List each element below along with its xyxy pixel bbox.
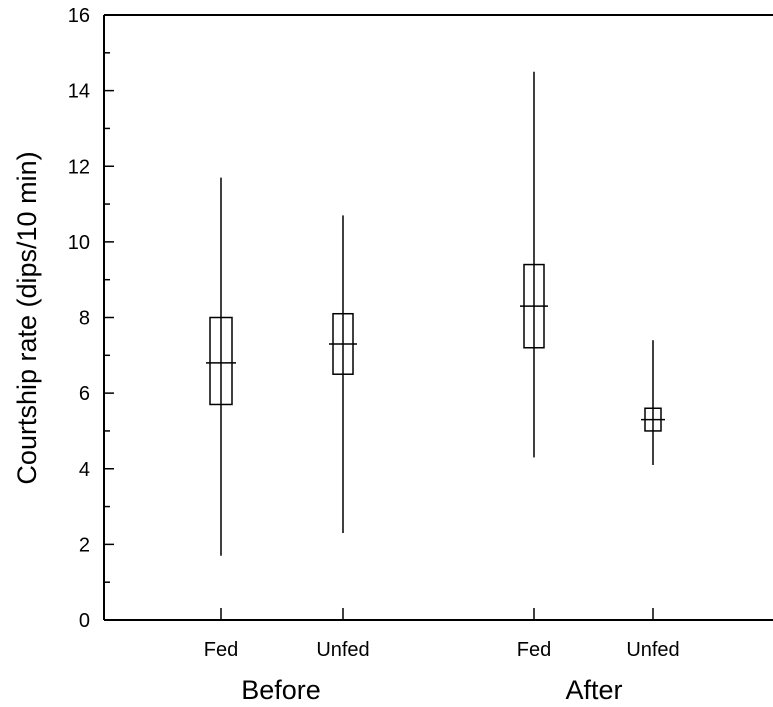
y-tick-label: 0 [79,610,90,632]
axes [103,14,773,621]
y-tick-label: 16 [68,5,90,27]
y-tick-label: 10 [68,232,90,254]
box-after-fed [520,71,548,458]
box-before-fed [206,177,236,556]
y-axis-ticks: 0 2 4 6 8 10 12 14 16 [68,5,114,632]
x-axis-labels: Fed Unfed Fed Unfed Before After [204,608,680,705]
group-label-after: After [565,675,622,705]
y-axis-title: Courtship rate (dips/10 min) [12,151,42,484]
y-tick-label: 12 [68,156,90,178]
y-tick-label: 8 [79,308,90,330]
y-tick-label: 6 [79,383,90,405]
category-label: Unfed [316,639,369,661]
category-label: Fed [517,639,551,661]
category-label: Fed [204,639,238,661]
group-label-before: Before [241,675,321,705]
y-tick-label: 2 [79,534,90,556]
box-after-unfed [641,340,665,465]
category-label: Unfed [626,639,679,661]
y-tick-label: 14 [68,81,90,103]
box-before-unfed [329,215,357,534]
y-tick-label: 4 [79,459,90,481]
boxes [206,71,665,556]
